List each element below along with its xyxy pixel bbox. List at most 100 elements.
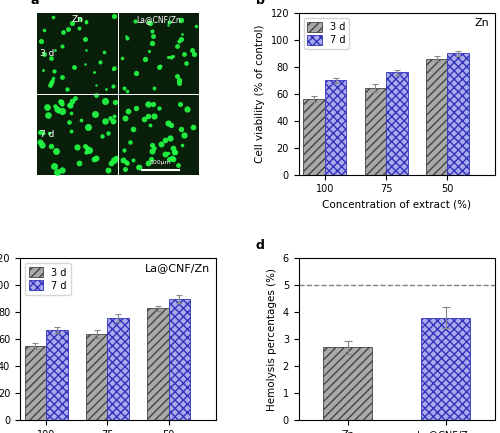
Point — [77, 117, 85, 124]
Text: 3 d: 3 d — [40, 49, 54, 58]
Point — [166, 135, 174, 142]
Point — [106, 115, 114, 122]
Point — [50, 68, 58, 74]
Point — [52, 168, 60, 175]
Point — [119, 156, 127, 163]
Point — [68, 19, 76, 26]
Point — [64, 26, 72, 33]
Point — [58, 42, 66, 49]
Point — [48, 78, 56, 85]
Point — [50, 162, 58, 169]
Point — [47, 79, 55, 86]
Point — [58, 108, 66, 115]
Point — [122, 158, 130, 165]
Point — [164, 22, 172, 29]
Point — [150, 112, 158, 119]
Point — [56, 97, 64, 104]
Point — [146, 48, 154, 55]
Text: a: a — [31, 0, 40, 6]
Point — [148, 39, 156, 46]
Point — [144, 100, 152, 107]
Bar — [24, 346, 46, 420]
Point — [53, 105, 61, 112]
Point — [108, 83, 116, 90]
Point — [38, 67, 46, 74]
Legend: 3 d, 7 d: 3 d, 7 d — [25, 263, 70, 294]
Point — [65, 101, 73, 108]
Point — [170, 148, 178, 155]
Bar — [422, 318, 470, 420]
Point — [188, 47, 196, 54]
Point — [174, 73, 182, 80]
Point — [58, 167, 66, 174]
Point — [121, 115, 129, 122]
Point — [65, 118, 73, 125]
Point — [73, 143, 81, 150]
Point — [82, 36, 90, 42]
Point — [112, 154, 120, 161]
Point — [108, 65, 116, 72]
Point — [102, 86, 110, 93]
Bar — [324, 347, 372, 420]
Point — [112, 99, 120, 106]
Point — [49, 13, 57, 20]
Point — [150, 100, 158, 107]
Point — [148, 33, 156, 40]
Point — [118, 55, 126, 62]
Bar — [304, 99, 325, 174]
Point — [192, 22, 200, 29]
Point — [148, 148, 156, 155]
Point — [84, 123, 92, 130]
Point — [174, 42, 182, 49]
Y-axis label: Cell viability (% of control): Cell viability (% of control) — [255, 25, 265, 163]
Point — [90, 155, 98, 162]
Point — [148, 142, 156, 149]
Point — [129, 125, 137, 132]
Point — [80, 142, 88, 149]
Point — [46, 82, 54, 89]
Point — [144, 113, 152, 120]
Point — [178, 35, 186, 42]
Bar — [148, 308, 169, 420]
Point — [110, 113, 118, 120]
Point — [175, 77, 183, 84]
Point — [147, 156, 155, 163]
Point — [180, 51, 188, 58]
Point — [182, 60, 190, 67]
Point — [38, 141, 46, 148]
Point — [104, 166, 112, 173]
Text: Zn: Zn — [72, 16, 84, 24]
Point — [154, 105, 162, 112]
Bar — [386, 72, 407, 174]
Point — [83, 144, 91, 151]
Point — [82, 18, 90, 25]
Point — [81, 61, 89, 68]
Point — [123, 160, 131, 167]
Bar — [46, 330, 68, 420]
Point — [36, 139, 44, 146]
Point — [43, 103, 51, 110]
Point — [157, 140, 165, 147]
Point — [75, 24, 83, 31]
Point — [76, 16, 84, 23]
Point — [64, 85, 72, 92]
Point — [176, 16, 184, 23]
Point — [162, 151, 170, 158]
Text: b: b — [256, 0, 264, 6]
Point — [146, 122, 154, 129]
Point — [52, 46, 60, 53]
Point — [92, 92, 100, 99]
Point — [150, 144, 158, 151]
Point — [100, 97, 108, 104]
Point — [132, 70, 140, 77]
Point — [167, 53, 175, 60]
Point — [66, 101, 74, 108]
Point — [150, 84, 158, 91]
Point — [85, 146, 93, 153]
Point — [49, 74, 57, 81]
Point — [129, 157, 137, 164]
Point — [96, 58, 104, 65]
X-axis label: Concentration of extract (%): Concentration of extract (%) — [322, 200, 472, 210]
Point — [140, 115, 148, 122]
Point — [107, 159, 115, 166]
